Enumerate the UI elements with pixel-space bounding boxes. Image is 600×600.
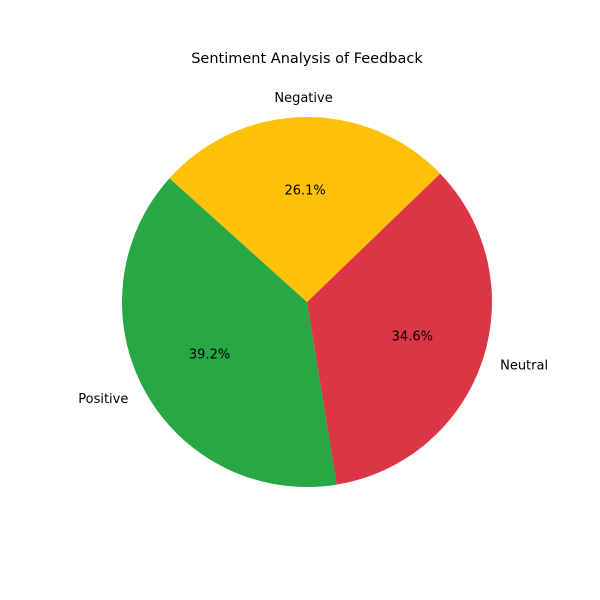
slice-label-positive: Positive — [78, 392, 128, 407]
slice-percent-negative: 26.1% — [284, 184, 325, 199]
slice-percent-neutral: 34.6% — [392, 330, 433, 345]
pie-slice-positive — [122, 178, 337, 488]
pie-slice-neutral — [307, 173, 493, 485]
pie-slice-negative — [169, 117, 441, 302]
slice-label-neutral: Neutral — [500, 359, 548, 374]
slice-label-negative: Negative — [274, 91, 332, 106]
pie-labels: Positive 39.2% Neutral 34.6% Negative 26.1% — [78, 91, 548, 407]
slice-percent-positive: 39.2% — [189, 348, 230, 363]
chart-title: Sentiment Analysis of Feedback — [191, 51, 423, 67]
pie-slices — [122, 117, 493, 488]
